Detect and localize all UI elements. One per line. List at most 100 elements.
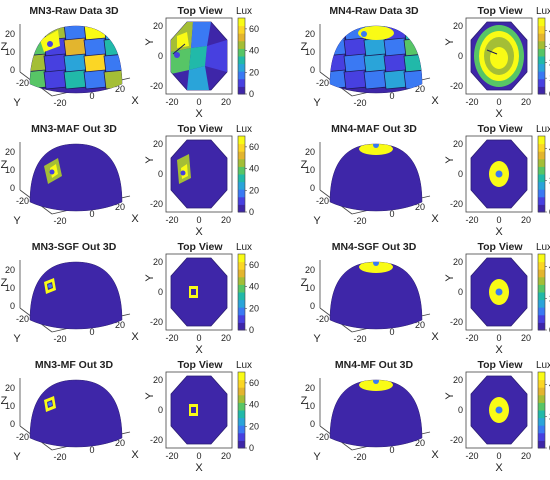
sensor-marker (48, 402, 52, 406)
panel-title: MN3-MAF Out 3D (31, 123, 117, 135)
heat-region (177, 32, 189, 48)
colorbar-segment (238, 292, 245, 301)
x-tick-label: -20 (465, 333, 478, 343)
x-axis-label: X (431, 449, 439, 461)
y-axis-label: Y (313, 333, 321, 345)
sensor-marker (495, 406, 503, 414)
panel-title: Top View (477, 5, 523, 17)
z-axis-label: Z (1, 277, 8, 289)
x-tick-label: 20 (221, 333, 231, 343)
y-tick-label: -20 (16, 432, 29, 442)
panel-title: Top View (177, 5, 223, 17)
dome-hotspot (359, 262, 393, 273)
colorbar-segment (238, 314, 245, 323)
x-tick-label: 0 (196, 97, 201, 107)
colorbar-label: Lux (236, 124, 252, 135)
colorbar-segment (538, 63, 545, 72)
colorbar-segment (538, 204, 545, 213)
z-tick-label: 10 (5, 47, 15, 57)
colorbar-segment (238, 432, 245, 441)
x-axis-label: X (195, 344, 203, 356)
dome-surface (329, 261, 423, 330)
colorbar-tick-label: 40 (249, 46, 259, 56)
dome-facet (343, 69, 368, 90)
x-tick-label: -20 (53, 216, 66, 226)
x-axis-label: X (431, 95, 439, 107)
colorbar-segment (238, 158, 245, 167)
disc-surface (170, 257, 228, 327)
x-tick-label: 0 (389, 327, 394, 337)
x-tick-label: 20 (221, 215, 231, 225)
colorbar-segment (538, 432, 545, 441)
x-tick-label: -20 (353, 452, 366, 462)
x-tick-label: 20 (221, 451, 231, 461)
colorbar-segment (538, 78, 545, 87)
colorbar-frame (537, 253, 546, 331)
colorbar-segment (538, 25, 545, 34)
colorbar-segment (538, 276, 545, 285)
sensor-marker (373, 380, 379, 384)
y-tick-label: -20 (16, 78, 29, 88)
colorbar-segment (538, 33, 545, 42)
colorbar-segment (238, 18, 245, 27)
y-tick-label: 0 (158, 51, 163, 61)
colorbar-segment (238, 440, 245, 449)
y-tick-label: 20 (153, 21, 163, 31)
x-tick-label: 20 (115, 202, 125, 212)
colorbar-segment (238, 33, 245, 42)
colorbar-tick-label: 0 (249, 325, 254, 335)
sensor-marker (49, 169, 55, 175)
y-axis-label: Y (444, 156, 456, 164)
dome-hotspot (359, 144, 393, 155)
y-tick-label: -20 (316, 314, 329, 324)
x-tick-label: 20 (521, 451, 531, 461)
y-axis-label: Y (313, 97, 321, 109)
x-tick-label: -20 (465, 215, 478, 225)
heat-region (191, 22, 211, 48)
colorbar-segment (238, 299, 245, 308)
colorbar-tick-label: 60 (249, 378, 259, 388)
colorbar-segment (238, 204, 245, 213)
x-axis-label: X (431, 331, 439, 343)
dome-hotspot (359, 380, 393, 391)
colorbar-segment (238, 307, 245, 316)
z-tick-label: 20 (5, 383, 15, 393)
z-axis-label: Z (1, 159, 8, 171)
sensor-pointer (486, 49, 498, 55)
colorbar-segment (538, 189, 545, 198)
colorbar-segment (538, 40, 545, 49)
colorbar-segment (538, 299, 545, 308)
y-tick-label: -20 (150, 435, 163, 445)
colorbar-frame (537, 371, 546, 449)
colorbar-segment (538, 48, 545, 57)
y-axis-label: Y (144, 274, 156, 282)
x-tick-label: 0 (196, 451, 201, 461)
z-tick-label: 10 (5, 401, 15, 411)
y-axis-label: Y (144, 156, 156, 164)
panel-title: Top View (477, 241, 523, 253)
panel-title: Top View (177, 241, 223, 253)
z-axis-label: Z (301, 395, 308, 407)
z-tick-label: 20 (305, 147, 315, 157)
heat-region (171, 48, 191, 74)
colorbar-segment (238, 417, 245, 426)
x-tick-label: -20 (353, 98, 366, 108)
z-tick-label: 10 (305, 401, 315, 411)
colorbar-frame (237, 135, 246, 213)
x-axis-label: X (495, 226, 503, 238)
x-axis-label: X (131, 331, 139, 343)
colorbar-tick-label: 0 (249, 89, 254, 99)
y-axis-label: Y (144, 392, 156, 400)
z-tick-label: 0 (310, 301, 315, 311)
colorbar-label: Lux (236, 242, 252, 253)
dome-facet (383, 69, 408, 90)
colorbar-segment (538, 410, 545, 419)
colorbar-label: Lux (536, 360, 550, 371)
sensor-marker (47, 41, 53, 47)
sensor-pointer (172, 43, 186, 55)
colorbar-tick-label: 20 (249, 421, 259, 431)
